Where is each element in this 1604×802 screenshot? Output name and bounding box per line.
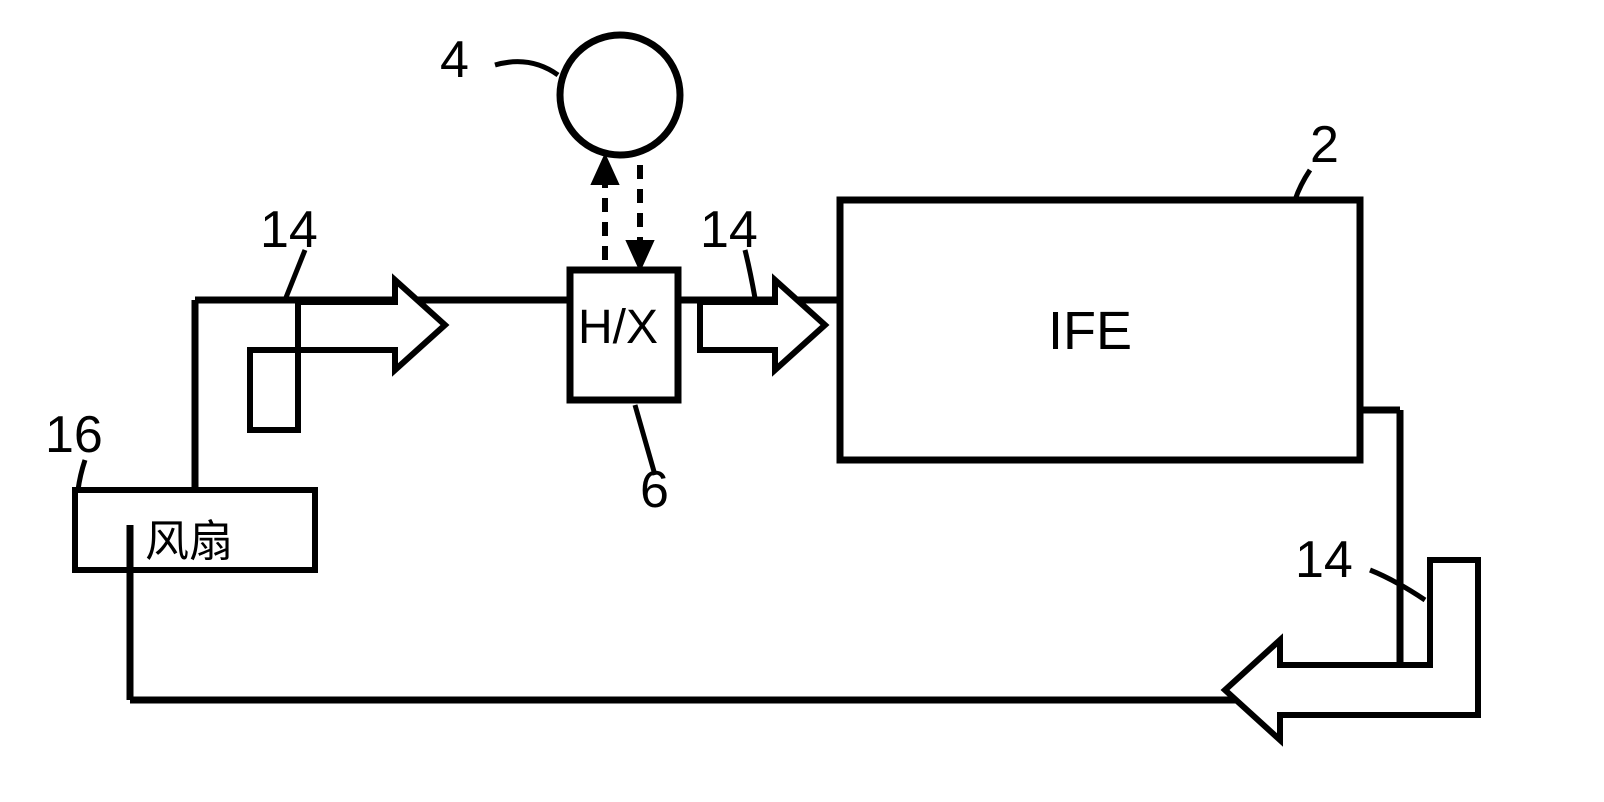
leader-4 xyxy=(495,62,558,75)
ref-14-mid: 14 xyxy=(700,200,758,260)
ref-4: 4 xyxy=(440,30,469,90)
leader-2 xyxy=(1295,170,1310,200)
diagram-svg xyxy=(0,0,1604,802)
fan-text: 风扇 xyxy=(145,505,233,569)
ref-14-bottom: 14 xyxy=(1295,530,1353,590)
arrow-mid xyxy=(700,280,825,370)
ref-14-left: 14 xyxy=(260,200,318,260)
ref-16: 16 xyxy=(45,405,103,465)
circle-node xyxy=(560,35,680,155)
ref-6: 6 xyxy=(640,460,669,520)
dashed-arrows xyxy=(595,160,650,265)
cooling-loop-diagram: 4 14 H/X 14 IFE 2 6 风扇 16 14 xyxy=(0,0,1604,802)
ife-text: IFE xyxy=(1048,300,1132,362)
hx-text: H/X xyxy=(578,300,658,355)
ref-2: 2 xyxy=(1310,115,1339,175)
